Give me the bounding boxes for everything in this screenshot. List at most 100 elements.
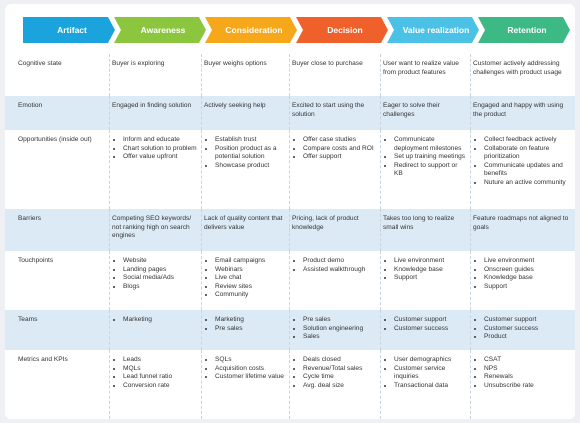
journey-map: Artifact Awareness Consideration Decision Va… [5, 4, 575, 419]
row-cognitive-state: Cognitive state Buyer is exploring Buyer w… [5, 54, 575, 96]
cell-awareness: LeadsMQLsLead funnel ratioConversion rat… [112, 356, 198, 390]
list-item: MQLs [123, 365, 198, 374]
cell-decision: Product demoAssisted walkthrough [292, 257, 378, 274]
list-item: Customer service inquiries [394, 365, 467, 382]
list-item: Webinars [215, 266, 288, 275]
list-item: Renewals [484, 373, 569, 382]
column-divider [109, 310, 110, 350]
list-item: Marketing [215, 316, 288, 325]
list-item: Sales [303, 333, 378, 342]
list-item: Support [394, 274, 467, 283]
row-emotion: Emotion Engaged in finding solution Active… [5, 96, 575, 130]
list-item: Set up training meetings [394, 153, 467, 162]
column-divider [201, 209, 202, 251]
row-label: Opportunities (inside out) [18, 136, 92, 143]
bullet-list: Customer supportCustomer successProduct [473, 316, 569, 342]
bullet-list: Live environmentKnowledge baseSupport [383, 257, 467, 283]
column-divider [289, 130, 290, 209]
bullet-list: Offer case studiesCompare costs and ROIO… [292, 136, 378, 162]
list-item: Acquisition costs [215, 365, 288, 374]
stage-value-realization: Value realization [387, 17, 479, 43]
cell-value-realization: Takes too long to realize small wins [383, 215, 455, 231]
row-opportunities-inside-out: Opportunities (inside out) Inform and edu… [5, 130, 575, 209]
list-item: Inform and educate [123, 136, 198, 145]
list-item: Marketing [123, 316, 198, 325]
stage-label: Decision [327, 25, 363, 35]
list-item: Review sites [215, 283, 288, 292]
cell-awareness: Inform and educateChart solution to prob… [112, 136, 198, 162]
column-divider [109, 350, 110, 419]
list-item: Customer support [484, 316, 569, 325]
list-item: Leads [123, 356, 198, 365]
column-divider [289, 251, 290, 310]
row-teams: TeamsMarketingMarketingPre salesPre sale… [5, 310, 575, 350]
column-divider [289, 310, 290, 350]
cell-awareness: Marketing [112, 316, 198, 325]
stage-label: Retention [507, 25, 547, 35]
list-item: Customer lifetime value [215, 373, 288, 382]
list-item: Support [484, 283, 569, 292]
column-divider [289, 209, 290, 251]
list-item: NPS [484, 365, 569, 374]
cell-decision: Offer case studiesCompare costs and ROIO… [292, 136, 378, 162]
column-divider [201, 251, 202, 310]
list-item: Lead funnel ratio [123, 373, 198, 382]
cell-consideration: Establish trustPosition product as a pot… [204, 136, 288, 170]
list-item: Customer support [394, 316, 467, 325]
cell-consideration: Email campaignsWebinarsLive chatReview s… [204, 257, 288, 300]
cell-value-realization: Communicate deployment milestonesSet up … [383, 136, 467, 179]
stage-consideration: Consideration [205, 17, 297, 43]
cell-consideration: SQLsAcquisition costsCustomer lifetime v… [204, 356, 288, 382]
bullet-list: MarketingPre sales [204, 316, 288, 333]
row-barriers: Barriers Competing SEO keywords/ not rank… [5, 209, 575, 251]
column-divider [201, 130, 202, 209]
column-divider [470, 350, 471, 419]
bullet-list: Live environmentOnscreen guidesKnowledge… [473, 257, 569, 291]
list-item: Offer case studies [303, 136, 378, 145]
list-item: Collect feedback actively [484, 136, 569, 145]
cell-decision: Pre salesSolution engineeringSales [292, 316, 378, 342]
list-item: Redirect to support or KB [394, 162, 467, 179]
bullet-list: Deals closedRevenue/Total salesCycle tim… [292, 356, 378, 390]
bullet-list: User demographicsCustomer service inquir… [383, 356, 467, 390]
cell-value-realization: User want to realize value from product … [383, 60, 459, 76]
cell-decision: Excited to start using the solution [292, 102, 365, 118]
bullet-list: SQLsAcquisition costsCustomer lifetime v… [204, 356, 288, 382]
column-divider [470, 251, 471, 310]
stage-awareness: Awareness [114, 17, 206, 43]
column-divider [109, 251, 110, 310]
list-item: Email campaigns [215, 257, 288, 266]
list-item: Customer success [484, 325, 569, 334]
stage-header: Artifact Awareness Consideration Decision Va… [23, 17, 575, 43]
column-divider [470, 310, 471, 350]
list-item: Unsubscribe rate [484, 382, 569, 391]
list-item: Nuture an active community [484, 179, 569, 188]
list-item: Communicate updates and benefits [484, 162, 569, 179]
bullet-list: Customer supportCustomer success [383, 316, 467, 333]
cell-awareness: Buyer is exploring [112, 60, 165, 67]
stage-artifact: Artifact [23, 17, 115, 43]
bullet-list: Marketing [112, 316, 198, 325]
cell-value-realization: Eager to solve their challenges [383, 102, 440, 118]
cell-awareness: Competing SEO keywords/ not ranking high… [112, 215, 192, 240]
cell-awareness: Engaged in finding solution [112, 102, 192, 109]
row-label: Cognitive state [18, 60, 62, 67]
list-item: User demographics [394, 356, 467, 365]
stage-label: Awareness [140, 25, 186, 35]
list-item: Avg. deal size [303, 382, 378, 391]
cell-consideration: Actively seeking help [204, 102, 266, 109]
cell-consideration: Lack of quality content that delivers va… [204, 215, 283, 231]
list-item: Position product as a potential solution [215, 145, 288, 162]
bullet-list: Product demoAssisted walkthrough [292, 257, 378, 274]
column-divider [380, 350, 381, 419]
stage-decision: Decision [296, 17, 388, 43]
bullet-list: WebsiteLanding pagesSocial media/AdsBlog… [112, 257, 198, 291]
cell-value-realization: User demographicsCustomer service inquir… [383, 356, 467, 390]
column-divider [109, 209, 110, 251]
row-label: Barriers [18, 215, 42, 222]
row-label: Touchpoints [18, 257, 54, 264]
row-touchpoints: Touchpoints WebsiteLanding pagesSocial me… [5, 251, 575, 310]
list-item: Pre sales [215, 325, 288, 334]
list-item: Product [484, 333, 569, 342]
column-divider [470, 54, 471, 96]
